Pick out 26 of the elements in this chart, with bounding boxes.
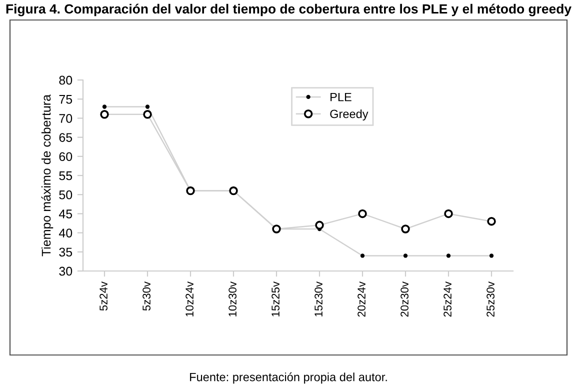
y-tick-label: 65 [59, 133, 72, 142]
y-tick-label: 60 [59, 152, 72, 162]
y-tick-label: 75 [59, 95, 72, 104]
x-tick-label: 10z24v [186, 281, 194, 316]
chart-title: Figura 4. Comparación del valor del tiempo de cobertura entre los PLE y el método greedy [6, 4, 572, 16]
x-tick-label: 10z30v [228, 281, 236, 316]
x-tick-label: 25z30v [486, 281, 494, 317]
source-note: Fuente: presentación propia del autor. [190, 372, 387, 384]
x-tick-label: 5z30v [142, 281, 150, 311]
legend-label: Greedy [330, 109, 368, 120]
y-tick-label: 45 [58, 210, 72, 218]
x-tick-label: 15z30v [314, 281, 322, 316]
x-tick-label: 20z24v [358, 281, 366, 317]
y-tick-label: 70 [59, 114, 72, 123]
x-tick-label: 5z24v [100, 281, 108, 311]
y-tick-label: 55 [59, 171, 72, 180]
x-tick-label: 15z25v [272, 281, 280, 316]
y-axis-title: Tiempo máximo de cobertura [41, 94, 54, 256]
x-tick-label: 20z30v [400, 281, 408, 317]
y-tick-label: 80 [59, 76, 72, 85]
y-tick-label: 40 [58, 228, 72, 238]
y-tick-label: 30 [59, 266, 72, 276]
y-tick-label: 50 [59, 190, 72, 200]
x-tick-label: 25z24v [444, 281, 452, 317]
legend-label: PLE [330, 92, 352, 102]
y-tick-label: 35 [59, 248, 72, 257]
